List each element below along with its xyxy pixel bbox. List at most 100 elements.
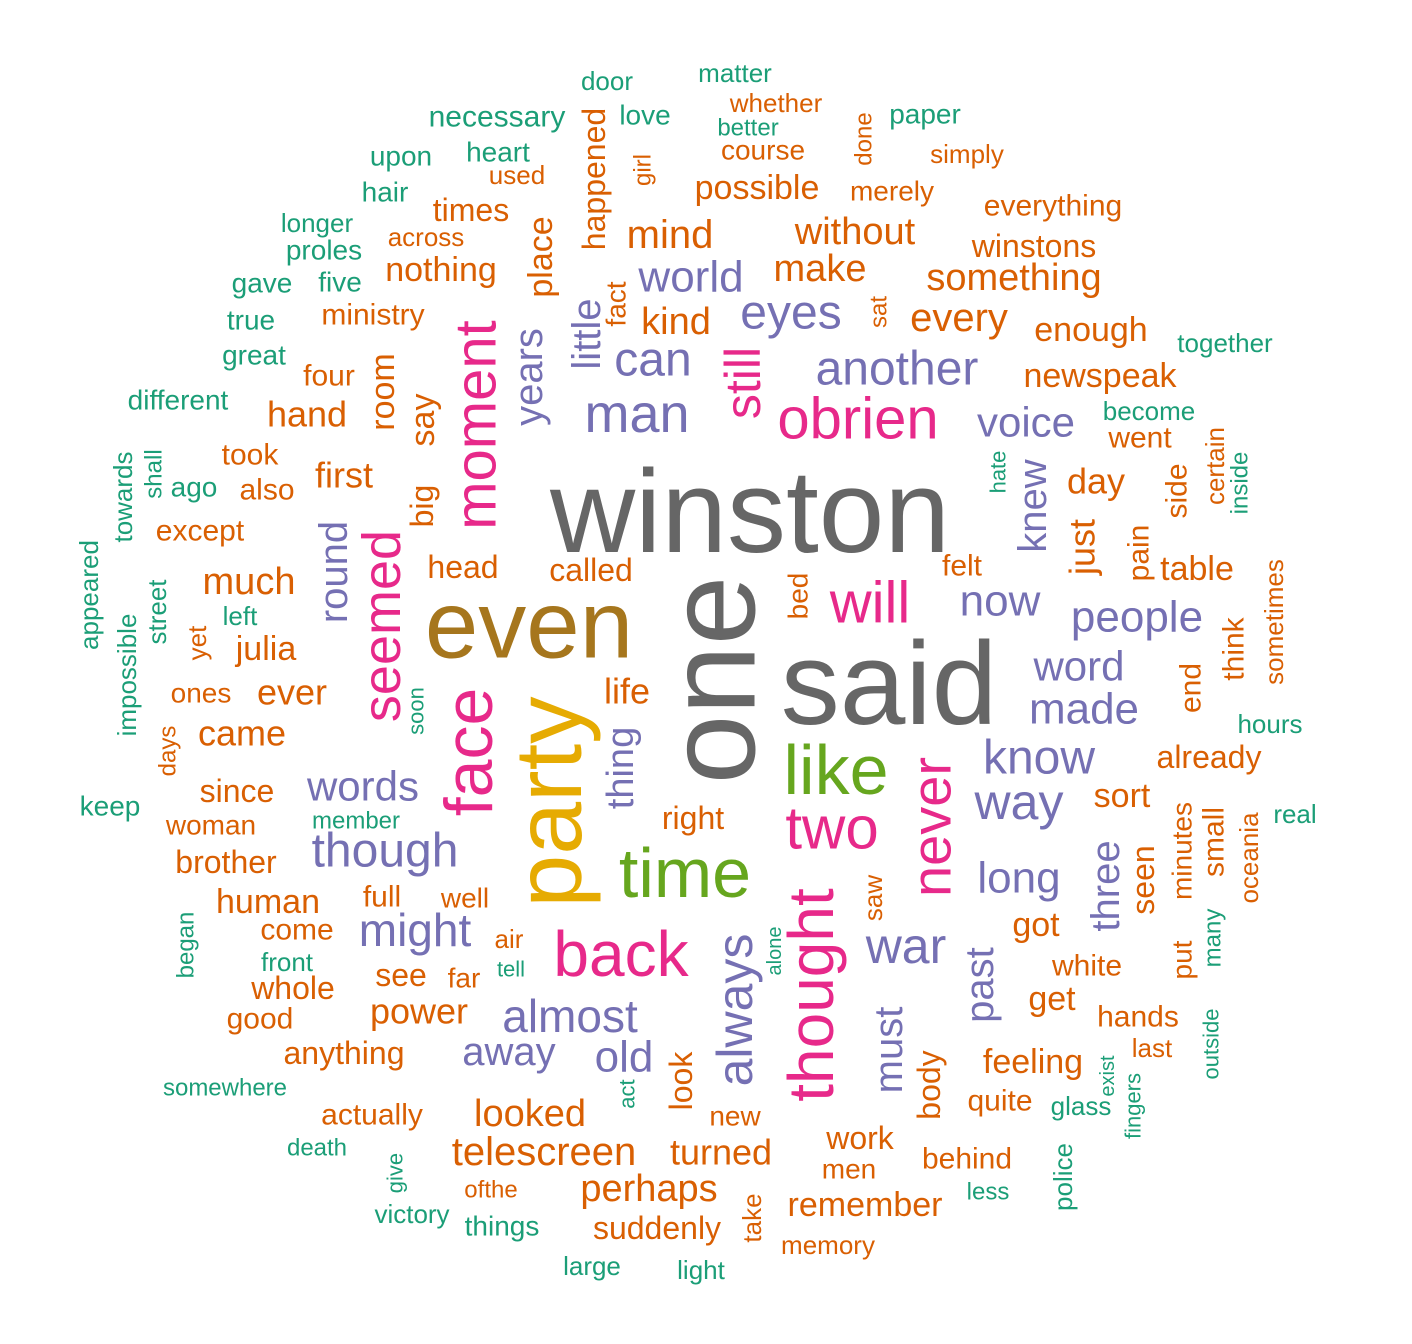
word-become: become [1103, 396, 1196, 426]
word-somewhere: somewhere [163, 1075, 287, 1102]
word-hair: hair [362, 177, 409, 208]
word-one: one [643, 576, 782, 785]
word-possible: possible [695, 169, 820, 207]
word-hate: hate [986, 451, 1011, 494]
word-look: look [663, 1051, 699, 1111]
word-two: two [785, 795, 878, 862]
word-towards: towards [108, 451, 138, 542]
word-large: large [563, 1251, 621, 1281]
word-mind: mind [627, 213, 714, 257]
word-suddenly: suddenly [593, 1210, 721, 1246]
word-something: something [926, 257, 1101, 299]
word-days: days [155, 726, 182, 777]
word-left: left [223, 601, 258, 631]
word-new: new [709, 1101, 761, 1132]
word-party: party [496, 696, 602, 908]
word-done: done [851, 112, 878, 165]
word-less: less [967, 1179, 1010, 1206]
word-years: years [507, 328, 551, 426]
word-seemed: seemed [352, 530, 412, 722]
word-take: take [737, 1193, 767, 1242]
word-good: good [227, 1003, 294, 1036]
word-ones: ones [171, 678, 232, 709]
word-away: away [462, 1030, 555, 1074]
word-across: across [388, 222, 465, 252]
word-every: every [910, 296, 1008, 340]
word-great: great [222, 340, 286, 371]
word-used: used [489, 160, 545, 190]
word-head: head [427, 549, 498, 585]
word-inside: inside [1227, 452, 1254, 515]
word-can: can [614, 334, 691, 387]
word-whether: whether [729, 88, 823, 118]
word-victory: victory [374, 1199, 449, 1229]
word-put: put [1167, 940, 1198, 979]
word-made: made [1029, 685, 1139, 734]
word-simply: simply [930, 139, 1004, 169]
word-see: see [375, 957, 427, 993]
word-outside: outside [1199, 1009, 1224, 1080]
word-way: way [974, 774, 1064, 830]
word-must: must [867, 1007, 911, 1094]
word-little: little [565, 298, 609, 369]
word-even: even [425, 572, 633, 679]
word-telescreen: telescreen [452, 1130, 637, 1174]
word-front: front [261, 947, 314, 977]
word-julia: julia [235, 630, 297, 668]
word-took: took [222, 439, 280, 472]
word-side: side [1161, 463, 1194, 518]
word-come: come [260, 914, 333, 947]
word-four: four [303, 360, 355, 393]
word-anything: anything [284, 1035, 405, 1071]
word-love: love [619, 100, 670, 131]
word-long: long [977, 854, 1060, 903]
word-since: since [200, 773, 275, 809]
word-far: far [448, 963, 481, 994]
word-feeling: feeling [983, 1043, 1083, 1081]
word-full: full [363, 881, 401, 914]
word-moment: moment [444, 320, 509, 530]
word-will: will [829, 571, 911, 636]
word-oceania: oceania [1234, 812, 1264, 904]
word-always: always [707, 934, 763, 1087]
word-actually: actually [321, 1099, 423, 1132]
word-memory: memory [781, 1230, 875, 1260]
word-face: face [431, 688, 507, 817]
word-words: words [306, 763, 419, 810]
word-enough: enough [1034, 311, 1147, 349]
word-minutes: minutes [1167, 802, 1198, 900]
word-past: past [958, 947, 1002, 1023]
word-might: might [359, 904, 472, 956]
word-member: member [312, 808, 400, 835]
word-matter: matter [698, 58, 772, 88]
word-remember: remember [788, 1186, 943, 1224]
word-saw: saw [858, 875, 888, 921]
word-never: never [900, 757, 963, 897]
word-last: last [1132, 1033, 1173, 1063]
word-glass: glass [1051, 1091, 1112, 1121]
word-obrien: obrien [777, 387, 938, 452]
word-give: give [383, 1153, 408, 1193]
word-behind: behind [922, 1143, 1012, 1176]
word-girl: girl [630, 154, 657, 186]
word-longer: longer [281, 208, 354, 238]
word-act: act [615, 1079, 640, 1108]
word-life: life [604, 671, 650, 712]
word-work: work [825, 1120, 895, 1156]
word-course: course [721, 135, 805, 166]
word-already: already [1157, 739, 1262, 775]
word-small: small [1198, 807, 1231, 877]
word-much: much [203, 561, 296, 603]
word-sat: sat [866, 296, 893, 328]
word-times: times [433, 192, 509, 228]
word-pain: pain [1123, 525, 1156, 582]
word-word: word [1032, 643, 1124, 690]
word-woman: woman [165, 810, 256, 841]
word-almost: almost [502, 990, 638, 1042]
word-sometimes: sometimes [1259, 559, 1289, 685]
word-back: back [553, 918, 689, 990]
word-time: time [619, 834, 751, 912]
word-came: came [198, 713, 286, 754]
word-air: air [495, 924, 524, 954]
